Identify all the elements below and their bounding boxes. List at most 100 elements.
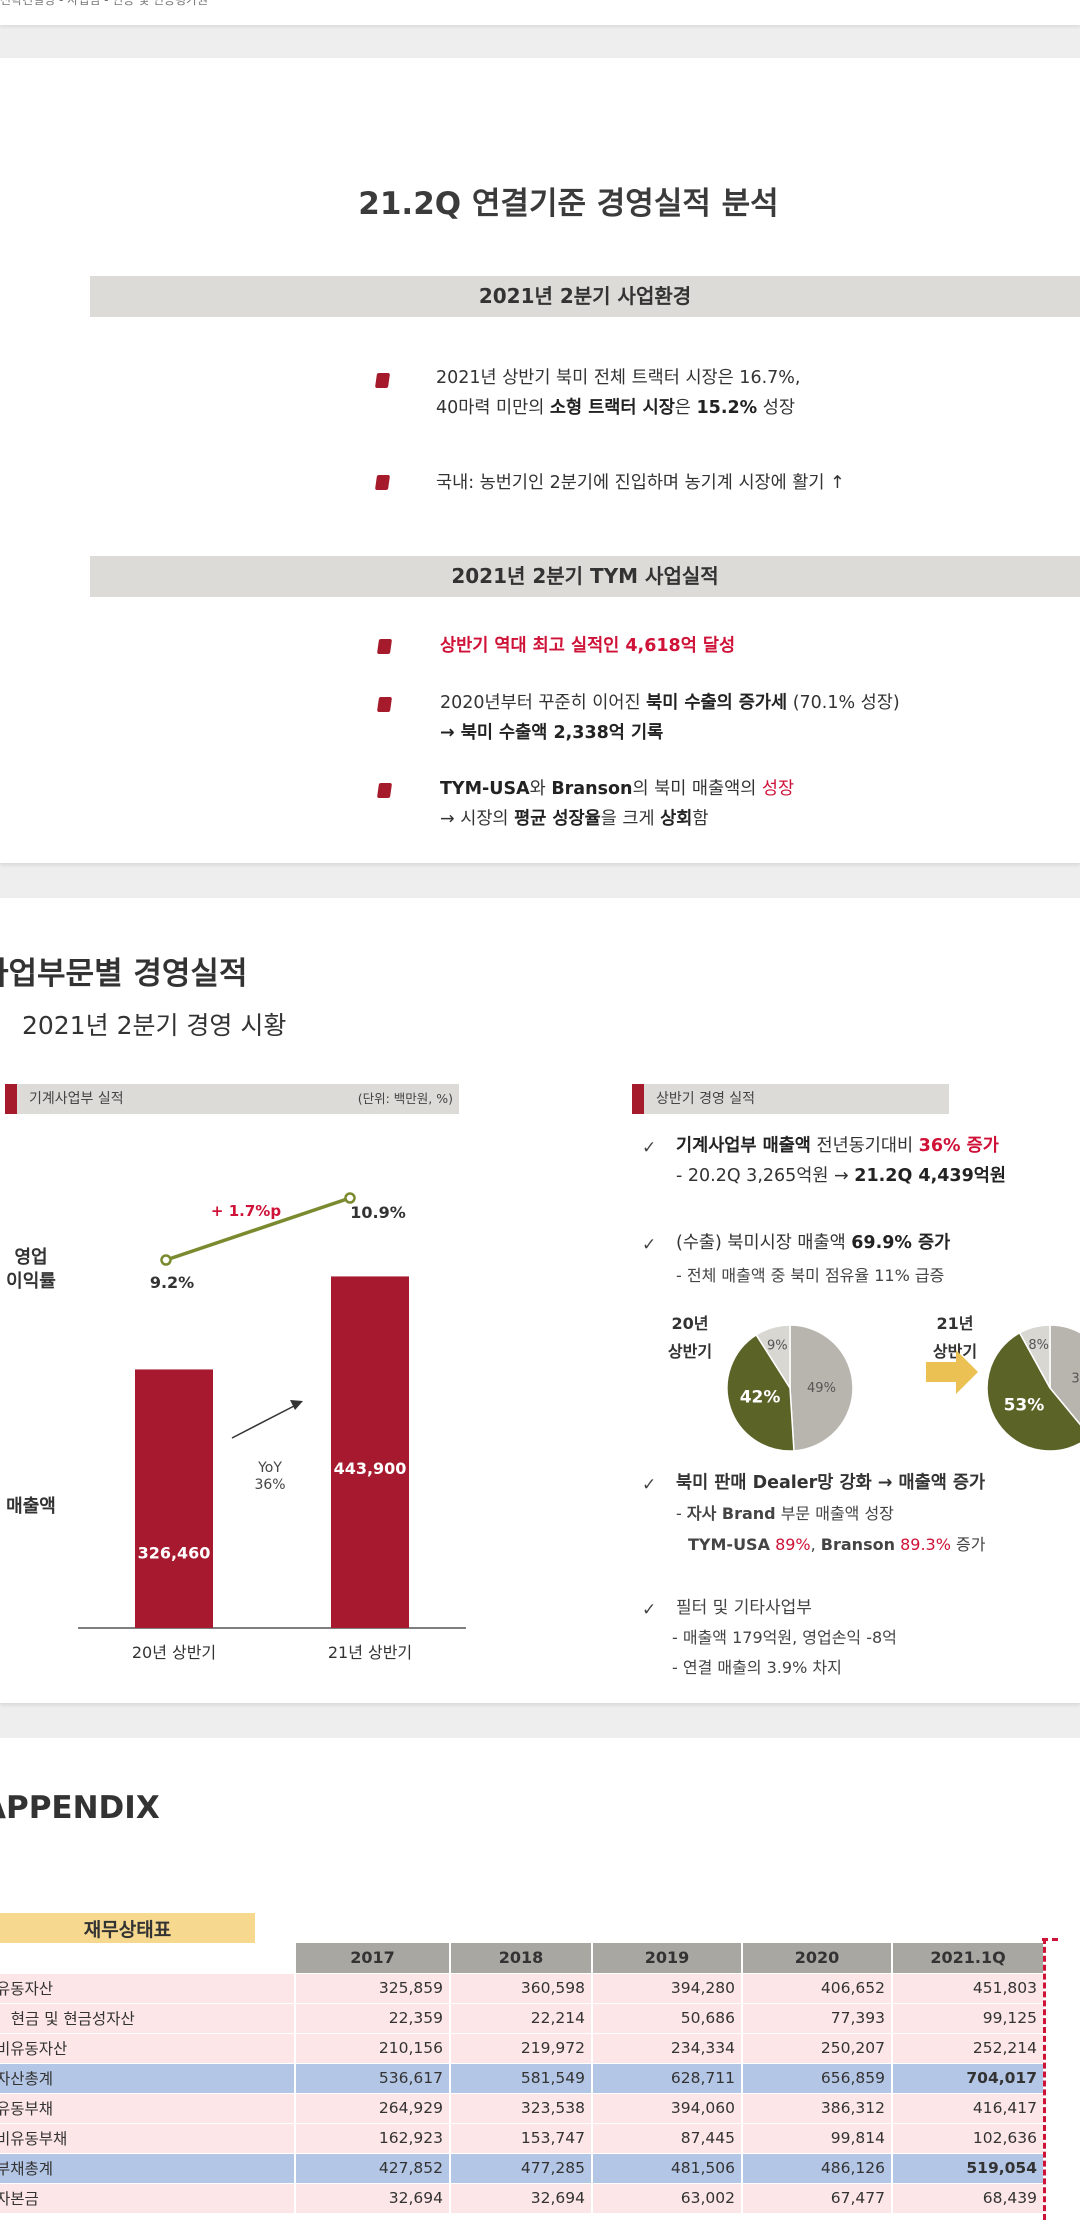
margin-change-label: + 1.7%p [211, 1202, 281, 1220]
table-cell: 32,694 [295, 2183, 451, 2214]
row-label: 유동자산 [0, 1973, 296, 2004]
pie-slice [789, 1324, 854, 1452]
right-section-bar: 상반기 경영 실적 [632, 1084, 949, 1114]
right-item-4-sub1: - 매출액 179억원, 영업손익 -8억 [672, 1628, 897, 1647]
right-item-3-sub2: TYM-USA 89%, Branson 89.3% 증가 [688, 1535, 986, 1554]
table-cell: 628,711 [592, 2063, 743, 2094]
table-cell: 656,859 [742, 2063, 893, 2094]
right-item-3: 북미 판매 Dealer망 강화 → 매출액 증가 [676, 1473, 986, 1493]
table-cell: 477,285 [450, 2153, 593, 2184]
right-item-2-sub: - 전체 매출액 중 북미 점유율 11% 급증 [676, 1266, 945, 1285]
margin-point [344, 1192, 356, 1204]
table-cell: 394,280 [592, 1973, 743, 2004]
table-cell: 394,060 [592, 2093, 743, 2124]
row-label: 자산총계 [0, 2063, 296, 2094]
arrow-head-icon [290, 1400, 303, 1410]
table-row: 현금 및 현금성자산 22,359 22,214 50,686 77,393 99,125 [0, 2003, 1045, 2034]
bullet-icon [376, 639, 393, 654]
table-cell: 323,538 [450, 2093, 593, 2124]
x-tick-label: 20년 상반기 [132, 1643, 216, 1662]
pie-slice-label: 53% [1004, 1396, 1045, 1416]
bullet-icon [376, 783, 393, 798]
env-header: 2021년 2분기 사업환경 [90, 276, 1080, 317]
pie-slice-label: 42% [740, 1388, 781, 1408]
margin-line [165, 1196, 351, 1262]
table-cell: 153,747 [450, 2123, 593, 2154]
right-item-4: 필터 및 기타사업부 [676, 1598, 812, 1618]
segment-chart: 326,460 20년 상반기 443,900 21년 상반기 9.2% 10.9% + 1… [78, 1192, 466, 1662]
row-label: 비유동자산 [0, 2033, 296, 2064]
bar-value-label: 443,900 [334, 1459, 407, 1478]
right-item-1: 기계사업부 매출액 전년동기대비 36% 증가 - 20.2Q 3,265억원 … [676, 1136, 1006, 1186]
table-cell: 22,214 [450, 2003, 593, 2034]
column-header: 2021.1Q [892, 1943, 1045, 1974]
pie-slice [726, 1333, 795, 1452]
margin-point [160, 1254, 172, 1266]
table-cell: 22,359 [295, 2003, 451, 2034]
section-marker [5, 1084, 17, 1114]
margin-value-label: 9.2% [150, 1273, 194, 1292]
perf-item-2: 2020년부터 꾸준히 이어진 북미 수출의 증가세 (70.1% 성장) → … [440, 693, 900, 743]
table-cell: 264,929 [295, 2093, 451, 2124]
pie-slice-label: 49% [807, 1381, 836, 1396]
table-row: 비유동부채 162,923 153,747 87,445 99,814 102,636 [0, 2123, 1045, 2154]
table-title: 재무상태표 [0, 1913, 255, 1947]
pie-slice [986, 1331, 1080, 1452]
balance-sheet-table: 2017 2018 2019 2020 2021.1Q 유동자산 325,859 3… [0, 1943, 1045, 2214]
check-icon: ✓ [642, 1475, 657, 1495]
right-section-label: 상반기 경영 실적 [656, 1091, 756, 1107]
pie-1-label: 20년 상반기 [667, 1314, 713, 1361]
slide-appendix: APPENDIX 재무상태표 2017 2018 2019 2020 2021.… [0, 1738, 1080, 2220]
column-header: 2017 [295, 1943, 451, 1974]
table-cell: 99,125 [892, 2003, 1045, 2034]
row-label: 유동부채 [0, 2093, 296, 2124]
table-cell: 87,445 [592, 2123, 743, 2154]
highlight-frame [1040, 1938, 1046, 2220]
previous-slide: 전략컨설팅 - 사업팀 - 인증 및 인증평가원 [0, 0, 1080, 25]
table-row: 유동자산 325,859 360,598 394,280 406,652 451,803 [0, 1973, 1045, 2004]
table-cell: 250,207 [742, 2033, 893, 2064]
env-item-1: 2021년 상반기 북미 전체 트랙터 시장은 16.7%, 40마력 미만의 … [436, 368, 801, 418]
table-cell: 536,617 [295, 2063, 451, 2094]
left-section-label: 기계사업부 실적 [29, 1091, 124, 1107]
check-icon: ✓ [642, 1600, 657, 1620]
pie-slice-label: 39 [1071, 1371, 1080, 1386]
previous-slide-text: 전략컨설팅 - 사업팀 - 인증 및 인증평가원 [0, 0, 209, 7]
margin-value-label: 10.9% [350, 1203, 406, 1222]
growth-arrow-icon [231, 1404, 297, 1439]
table-cell: 252,214 [892, 2033, 1045, 2064]
table-row: 부채총계 427,852 477,285 481,506 486,126 519,054 [0, 2153, 1045, 2184]
table-cell: 99,814 [742, 2123, 893, 2154]
row-label: 부채총계 [0, 2153, 296, 2184]
check-icon: ✓ [642, 1235, 657, 1255]
table-cell: 519,054 [892, 2153, 1045, 2184]
slide-subtitle: 2021년 2분기 경영 시황 [22, 1011, 287, 1040]
table-cell: 50,686 [592, 2003, 743, 2034]
pie-slice-label: 9% [767, 1338, 788, 1353]
table-cell: 63,002 [592, 2183, 743, 2214]
column-header: 2019 [592, 1943, 743, 1974]
table-cell: 325,859 [295, 1973, 451, 2004]
table-cell: 102,636 [892, 2123, 1045, 2154]
table-cell: 210,156 [295, 2033, 451, 2064]
bar [331, 1276, 409, 1628]
table-cell: 427,852 [295, 2153, 451, 2184]
unit-label: (단위: 백만원, %) [357, 1091, 453, 1106]
check-icon: ✓ [642, 1138, 657, 1158]
slide-analysis: 21.2Q 연결기준 경영실적 분석 2021년 2분기 사업환경 2021년 … [0, 58, 1080, 863]
table-row: 자본금 32,694 32,694 63,002 67,477 68,439 [0, 2183, 1045, 2214]
slide-title: 21.2Q 연결기준 경영실적 분석 [358, 186, 779, 222]
table-cell: 77,393 [742, 2003, 893, 2034]
slide-segment-performance: 사업부문별 경영실적 2021년 2분기 경영 시황 기계사업부 실적 (단위:… [0, 898, 1080, 1703]
margin-row-label: 영업 이익률 [6, 1247, 56, 1292]
table-corner [0, 1943, 296, 1974]
sales-row-label: 매출액 [6, 1496, 56, 1517]
table-cell: 32,694 [450, 2183, 593, 2214]
row-label: 자본금 [0, 2183, 296, 2214]
column-header: 2018 [450, 1943, 593, 1974]
perf-item-3: TYM-USA와 Branson의 북미 매출액의 성장 → 시장의 평균 성장… [440, 779, 795, 829]
arrow-right-icon [926, 1350, 978, 1394]
table-cell: 416,417 [892, 2093, 1045, 2124]
perf-header: 2021년 2분기 TYM 사업실적 [90, 556, 1080, 597]
perf-item-1: 상반기 역대 최고 실적인 4,618억 달성 [440, 636, 736, 656]
